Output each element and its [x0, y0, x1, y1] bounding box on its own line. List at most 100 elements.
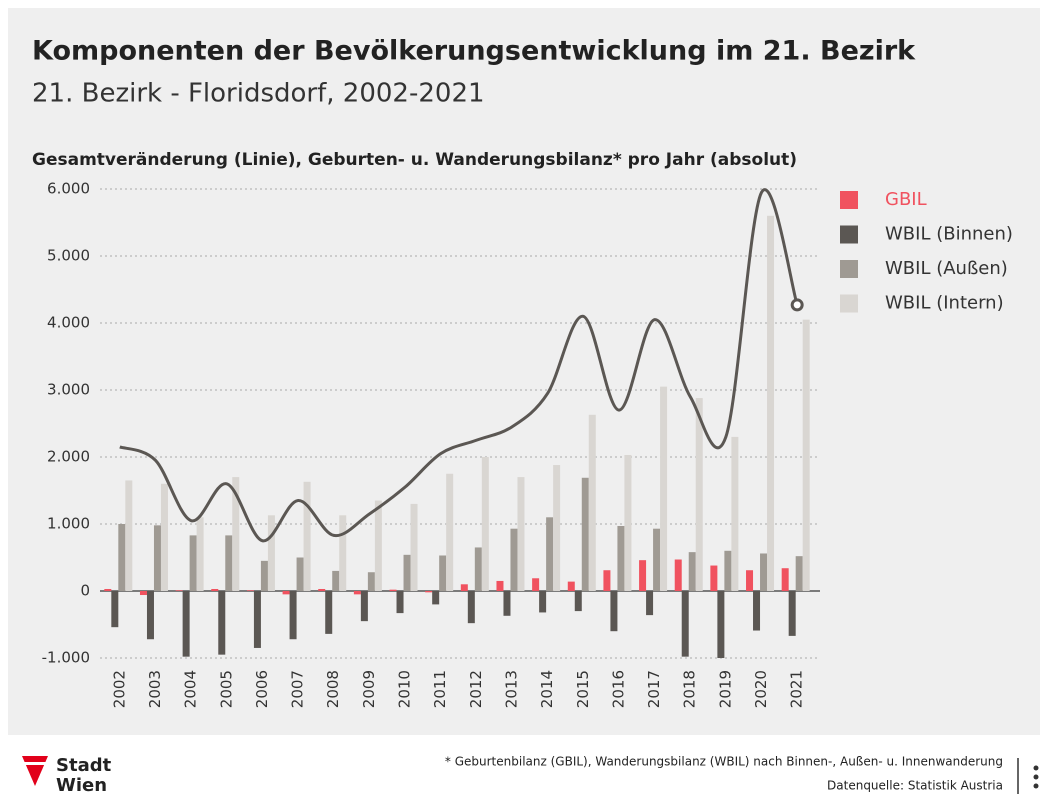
- source-note: Datenquelle: Statistik Austria: [827, 779, 1003, 793]
- bar: [196, 517, 204, 591]
- bar: [353, 591, 361, 595]
- x-tick-label: 2006: [253, 670, 271, 708]
- bar: [432, 591, 440, 605]
- bar: [731, 436, 739, 591]
- legend-swatch: [840, 260, 858, 278]
- x-tick-label: 2021: [788, 670, 806, 708]
- bar: [467, 591, 475, 624]
- bar: [553, 465, 561, 591]
- bar: [788, 591, 796, 636]
- bar: [781, 568, 789, 591]
- footnote: * Geburtenbilanz (GBIL), Wanderungsbilan…: [445, 755, 1003, 769]
- bar: [510, 528, 518, 591]
- footer: Stadt Wien * Geburtenbilanz (GBIL), Wand…: [22, 755, 1039, 796]
- x-tick-label: 2014: [538, 670, 556, 708]
- bar: [496, 580, 504, 591]
- logo-text: Wien: [56, 775, 107, 796]
- x-tick-label: 2008: [324, 670, 342, 708]
- x-tick-label: 2019: [716, 670, 734, 708]
- bar: [617, 526, 625, 591]
- bar: [410, 503, 418, 591]
- bar: [588, 414, 596, 591]
- bar: [695, 398, 703, 591]
- x-tick-label: 2009: [360, 670, 378, 708]
- bar: [403, 554, 411, 591]
- bar: [260, 560, 268, 591]
- bar: [446, 473, 454, 591]
- bar: [717, 591, 725, 658]
- bar: [296, 557, 304, 591]
- bar: [139, 591, 147, 596]
- y-tick-label: 5.000: [47, 247, 90, 265]
- bar: [481, 457, 489, 591]
- bar: [532, 578, 540, 591]
- bar: [374, 500, 382, 591]
- bar: [339, 515, 347, 591]
- bar: [646, 591, 654, 616]
- bar: [389, 589, 397, 591]
- y-tick-label: -1.000: [42, 649, 90, 667]
- bar: [439, 555, 447, 591]
- x-tick-label: 2011: [431, 670, 449, 708]
- bar: [802, 319, 810, 591]
- bar: [425, 591, 433, 593]
- bar: [603, 570, 611, 591]
- y-tick-label: 6.000: [47, 180, 90, 198]
- x-tick-label: 2010: [396, 670, 414, 708]
- bar: [367, 572, 375, 591]
- bar: [146, 591, 154, 640]
- legend-label: WBIL (Außen): [885, 258, 1008, 279]
- bar: [303, 481, 311, 591]
- bar: [610, 591, 618, 632]
- bar: [753, 591, 761, 631]
- bar: [360, 591, 368, 622]
- x-tick-label: 2015: [574, 670, 592, 708]
- bar: [246, 590, 254, 591]
- bar: [289, 591, 297, 640]
- bar: [318, 588, 326, 591]
- bar: [795, 556, 803, 591]
- legend-label: WBIL (Binnen): [885, 224, 1013, 245]
- bar: [267, 515, 275, 591]
- legend-swatch: [840, 225, 858, 244]
- bar: [517, 477, 525, 591]
- bar: [710, 565, 718, 591]
- bar: [746, 570, 754, 591]
- x-tick-label: 2018: [681, 670, 699, 708]
- bar: [325, 591, 333, 634]
- x-tick-label: 2007: [289, 670, 307, 708]
- total-line: [119, 188, 799, 543]
- x-tick-label: 2012: [467, 670, 485, 708]
- bar: [189, 535, 197, 591]
- bar: [104, 588, 112, 591]
- y-tick-label: 3.000: [47, 381, 90, 399]
- bar: [681, 591, 689, 657]
- legend-swatch: [840, 191, 858, 209]
- bar: [660, 386, 668, 591]
- y-tick-label: 2.000: [47, 448, 90, 466]
- bar: [396, 591, 404, 614]
- y-tick-label: 0: [80, 582, 90, 600]
- bar: [539, 591, 547, 613]
- bar: [225, 535, 233, 591]
- x-tick-label: 2003: [146, 670, 164, 708]
- bar: [760, 553, 768, 591]
- bar: [546, 517, 554, 591]
- x-tick-label: 2020: [752, 670, 770, 708]
- legend-swatch: [840, 294, 858, 313]
- bar: [232, 477, 240, 591]
- x-tick-label: 2016: [609, 670, 627, 708]
- bar: [474, 547, 482, 591]
- logo-shield: [22, 756, 48, 786]
- bar: [460, 584, 468, 591]
- logo-text: Stadt: [56, 755, 112, 776]
- bar: [175, 590, 183, 591]
- legend-label: GBIL: [885, 189, 927, 210]
- bar: [218, 591, 226, 655]
- chart-subtitle: 21. Bezirk - Floridsdorf, 2002-2021: [32, 79, 485, 109]
- bar: [211, 588, 219, 591]
- menu-icon[interactable]: [1033, 765, 1039, 789]
- bar: [111, 591, 119, 628]
- x-tick-label: 2002: [110, 670, 128, 708]
